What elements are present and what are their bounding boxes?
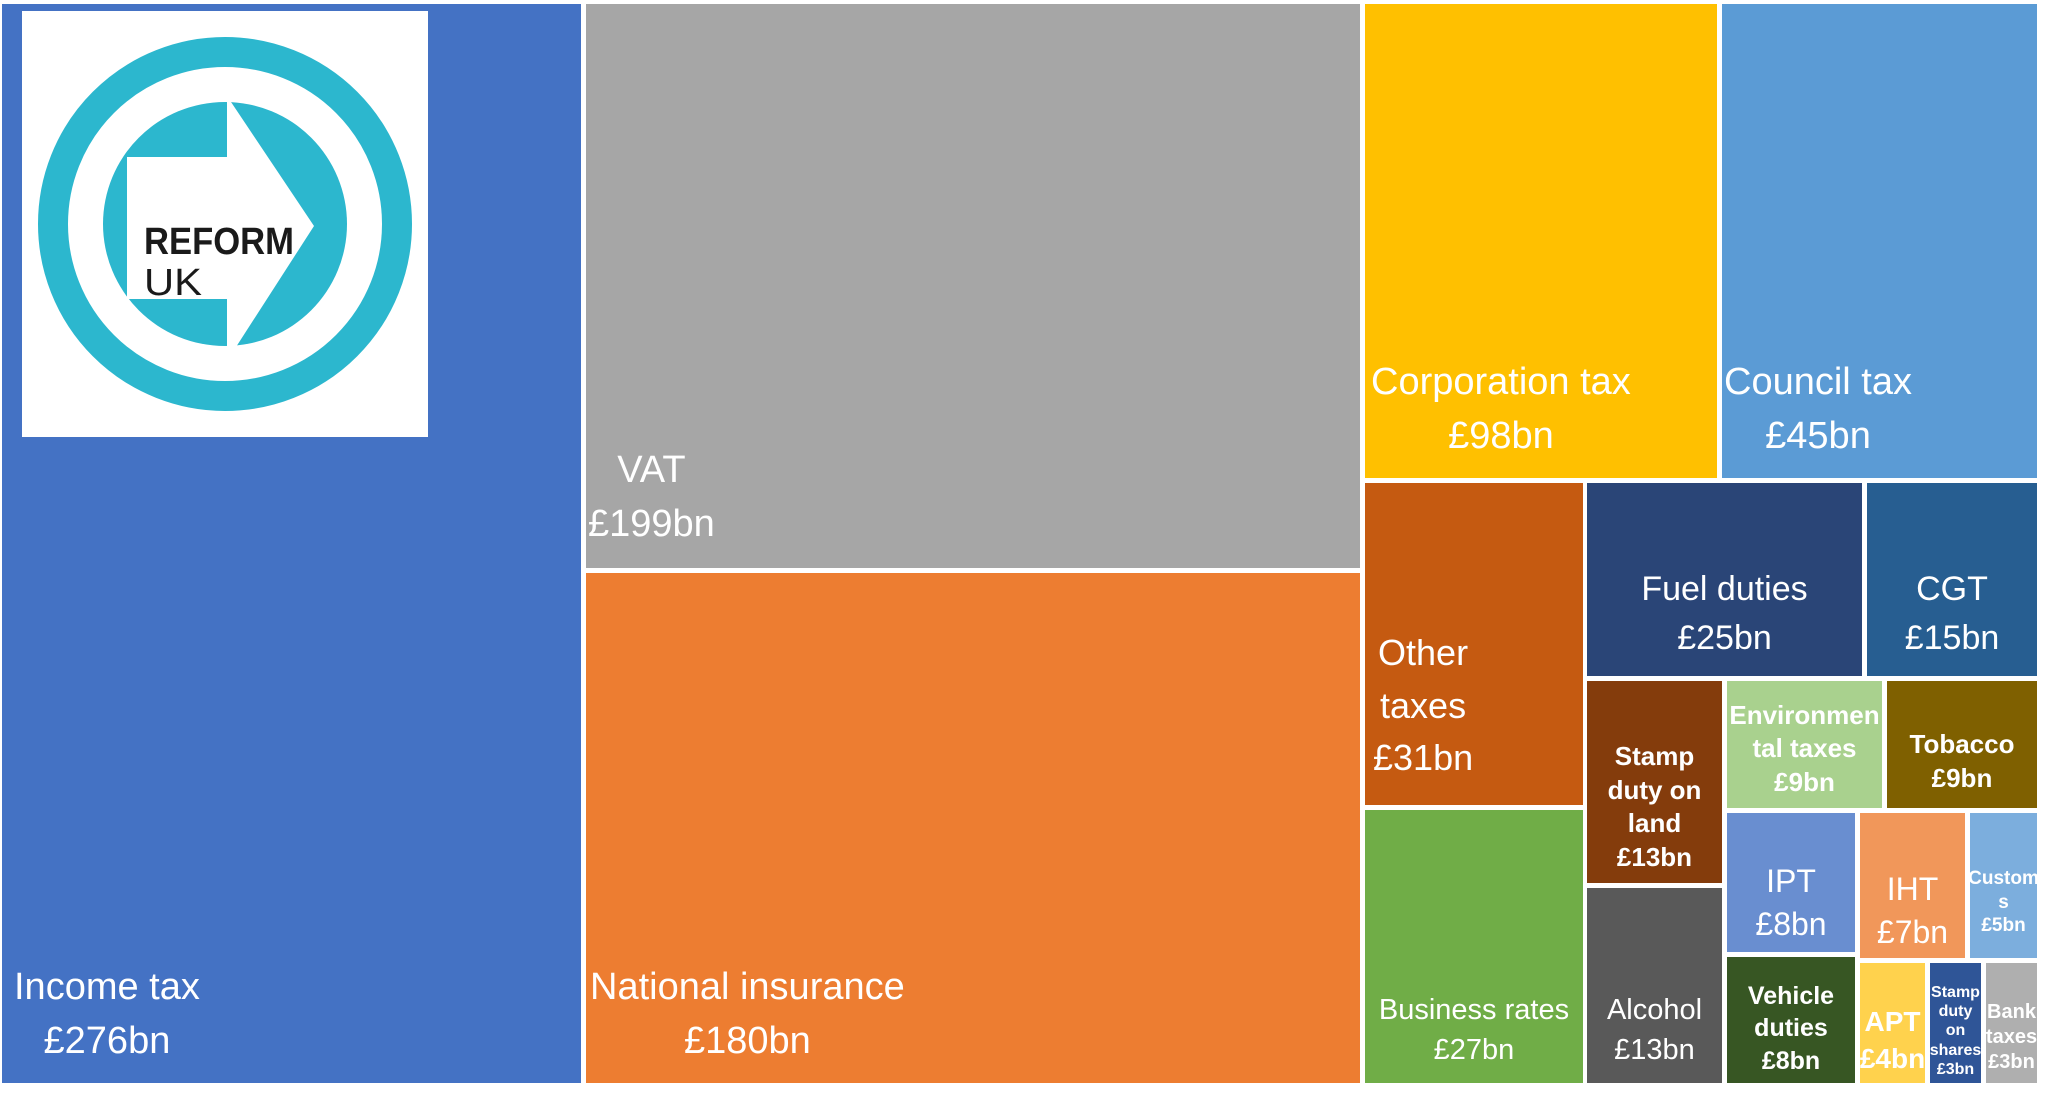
treemap-tile-vehicle-duties: Vehicle duties £8bn	[1727, 957, 1855, 1083]
treemap-tile-alcohol: Alcohol £13bn	[1587, 888, 1722, 1083]
treemap-tile-corporation-tax: Corporation tax £98bn	[1365, 4, 1717, 478]
treemap-tile-ipt: IPT £8bn	[1727, 813, 1855, 952]
tile-label-corporation-tax: Corporation tax £98bn	[1371, 361, 1631, 458]
tile-label-stamp-duty-on-shares: Stamp duty on shares £3bn	[1930, 984, 1981, 1078]
logo-outer-ring	[38, 37, 412, 411]
tile-label-ipt: IPT £8bn	[1755, 862, 1827, 942]
logo-arrow-icon	[127, 96, 314, 361]
treemap-tile-iht: IHT £7bn	[1860, 813, 1965, 958]
reform-uk-logo: REFORM UK	[22, 11, 428, 437]
tile-label-cgt: CGT £15bn	[1904, 570, 2000, 657]
tile-label-customs: Custom s £5bn	[1970, 867, 2037, 937]
tile-label-stamp-duty-on-land: Stamp duty on land £13bn	[1607, 740, 1702, 873]
treemap-tile-business-rates: Business rates £27bn	[1365, 810, 1583, 1083]
reform-uk-logo-icon: REFORM UK	[38, 37, 412, 411]
tile-label-national-insurance: National insurance £180bn	[590, 966, 905, 1063]
tile-label-environmental-taxes: Environmen tal taxes £9bn	[1729, 699, 1880, 798]
logo-text-uk: UK	[144, 262, 202, 304]
treemap-tile-environmental-taxes: Environmen tal taxes £9bn	[1727, 681, 1882, 808]
tile-label-apt: APT £4bn	[1860, 1006, 1925, 1074]
treemap-tile-customs: Custom s £5bn	[1970, 813, 2037, 958]
tile-label-alcohol: Alcohol £13bn	[1606, 993, 1703, 1067]
treemap-tile-stamp-duty-on-shares: Stamp duty on shares £3bn	[1930, 963, 1981, 1083]
treemap-tile-bank-taxes: Bank taxes £3bn	[1986, 963, 2037, 1083]
tile-label-vat: VAT £199bn	[588, 449, 715, 546]
treemap-tile-council-tax: Council tax £45bn	[1722, 4, 2037, 478]
tile-label-council-tax: Council tax £45bn	[1724, 361, 1912, 458]
treemap-tile-apt: APT £4bn	[1860, 963, 1925, 1083]
logo-text-reform: REFORM	[144, 221, 294, 263]
treemap-tile-stamp-duty-on-land: Stamp duty on land £13bn	[1587, 681, 1722, 883]
tile-label-bank-taxes: Bank taxes £3bn	[1986, 1001, 2037, 1073]
tile-label-vehicle-duties: Vehicle duties £8bn	[1747, 981, 1835, 1075]
treemap-tile-vat: VAT £199bn	[586, 4, 1360, 568]
tile-label-fuel-duties: Fuel duties £25bn	[1641, 570, 1808, 657]
tile-label-business-rates: Business rates £27bn	[1378, 993, 1570, 1067]
treemap-tile-fuel-duties: Fuel duties £25bn	[1587, 483, 1862, 676]
treemap-tile-other-taxes: Other taxes £31bn	[1365, 483, 1583, 805]
treemap-tile-cgt: CGT £15bn	[1867, 483, 2037, 676]
tile-label-tobacco: Tobacco £9bn	[1909, 729, 2015, 794]
tile-label-other-taxes: Other taxes £31bn	[1373, 632, 1474, 779]
tile-label-iht: IHT £7bn	[1876, 870, 1949, 950]
treemap-tile-national-insurance: National insurance £180bn	[586, 573, 1360, 1083]
treemap-tile-tobacco: Tobacco £9bn	[1887, 681, 2037, 808]
tile-label-income-tax: Income tax £276bn	[14, 966, 200, 1063]
